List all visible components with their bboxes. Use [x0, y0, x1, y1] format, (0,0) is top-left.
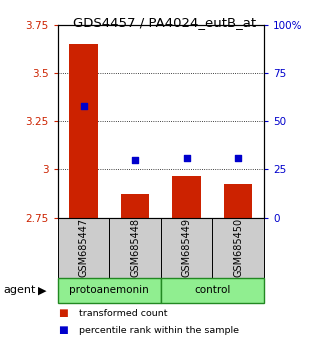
- Bar: [121, 194, 149, 218]
- Bar: [109, 218, 161, 278]
- Bar: [58, 278, 161, 303]
- Text: GSM685448: GSM685448: [130, 218, 140, 277]
- Point: [81, 103, 86, 109]
- Text: GDS4457 / PA4024_eutB_at: GDS4457 / PA4024_eutB_at: [74, 16, 256, 29]
- Bar: [58, 218, 109, 278]
- Text: GSM685449: GSM685449: [182, 218, 192, 277]
- Text: control: control: [194, 285, 231, 295]
- Bar: [161, 218, 213, 278]
- Text: GSM685450: GSM685450: [233, 218, 243, 278]
- Text: GSM685447: GSM685447: [79, 218, 88, 278]
- Text: ■: ■: [58, 308, 68, 318]
- Text: protoanemonin: protoanemonin: [69, 285, 149, 295]
- Text: ■: ■: [58, 325, 68, 335]
- Bar: [213, 218, 264, 278]
- Point: [236, 155, 241, 161]
- Bar: [161, 278, 264, 303]
- Text: ▶: ▶: [38, 285, 47, 295]
- Text: agent: agent: [3, 285, 36, 295]
- Bar: [69, 44, 98, 218]
- Bar: [173, 176, 201, 218]
- Point: [132, 157, 138, 163]
- Text: transformed count: transformed count: [79, 309, 168, 318]
- Text: percentile rank within the sample: percentile rank within the sample: [79, 326, 239, 335]
- Bar: [224, 184, 252, 218]
- Point: [184, 155, 189, 161]
